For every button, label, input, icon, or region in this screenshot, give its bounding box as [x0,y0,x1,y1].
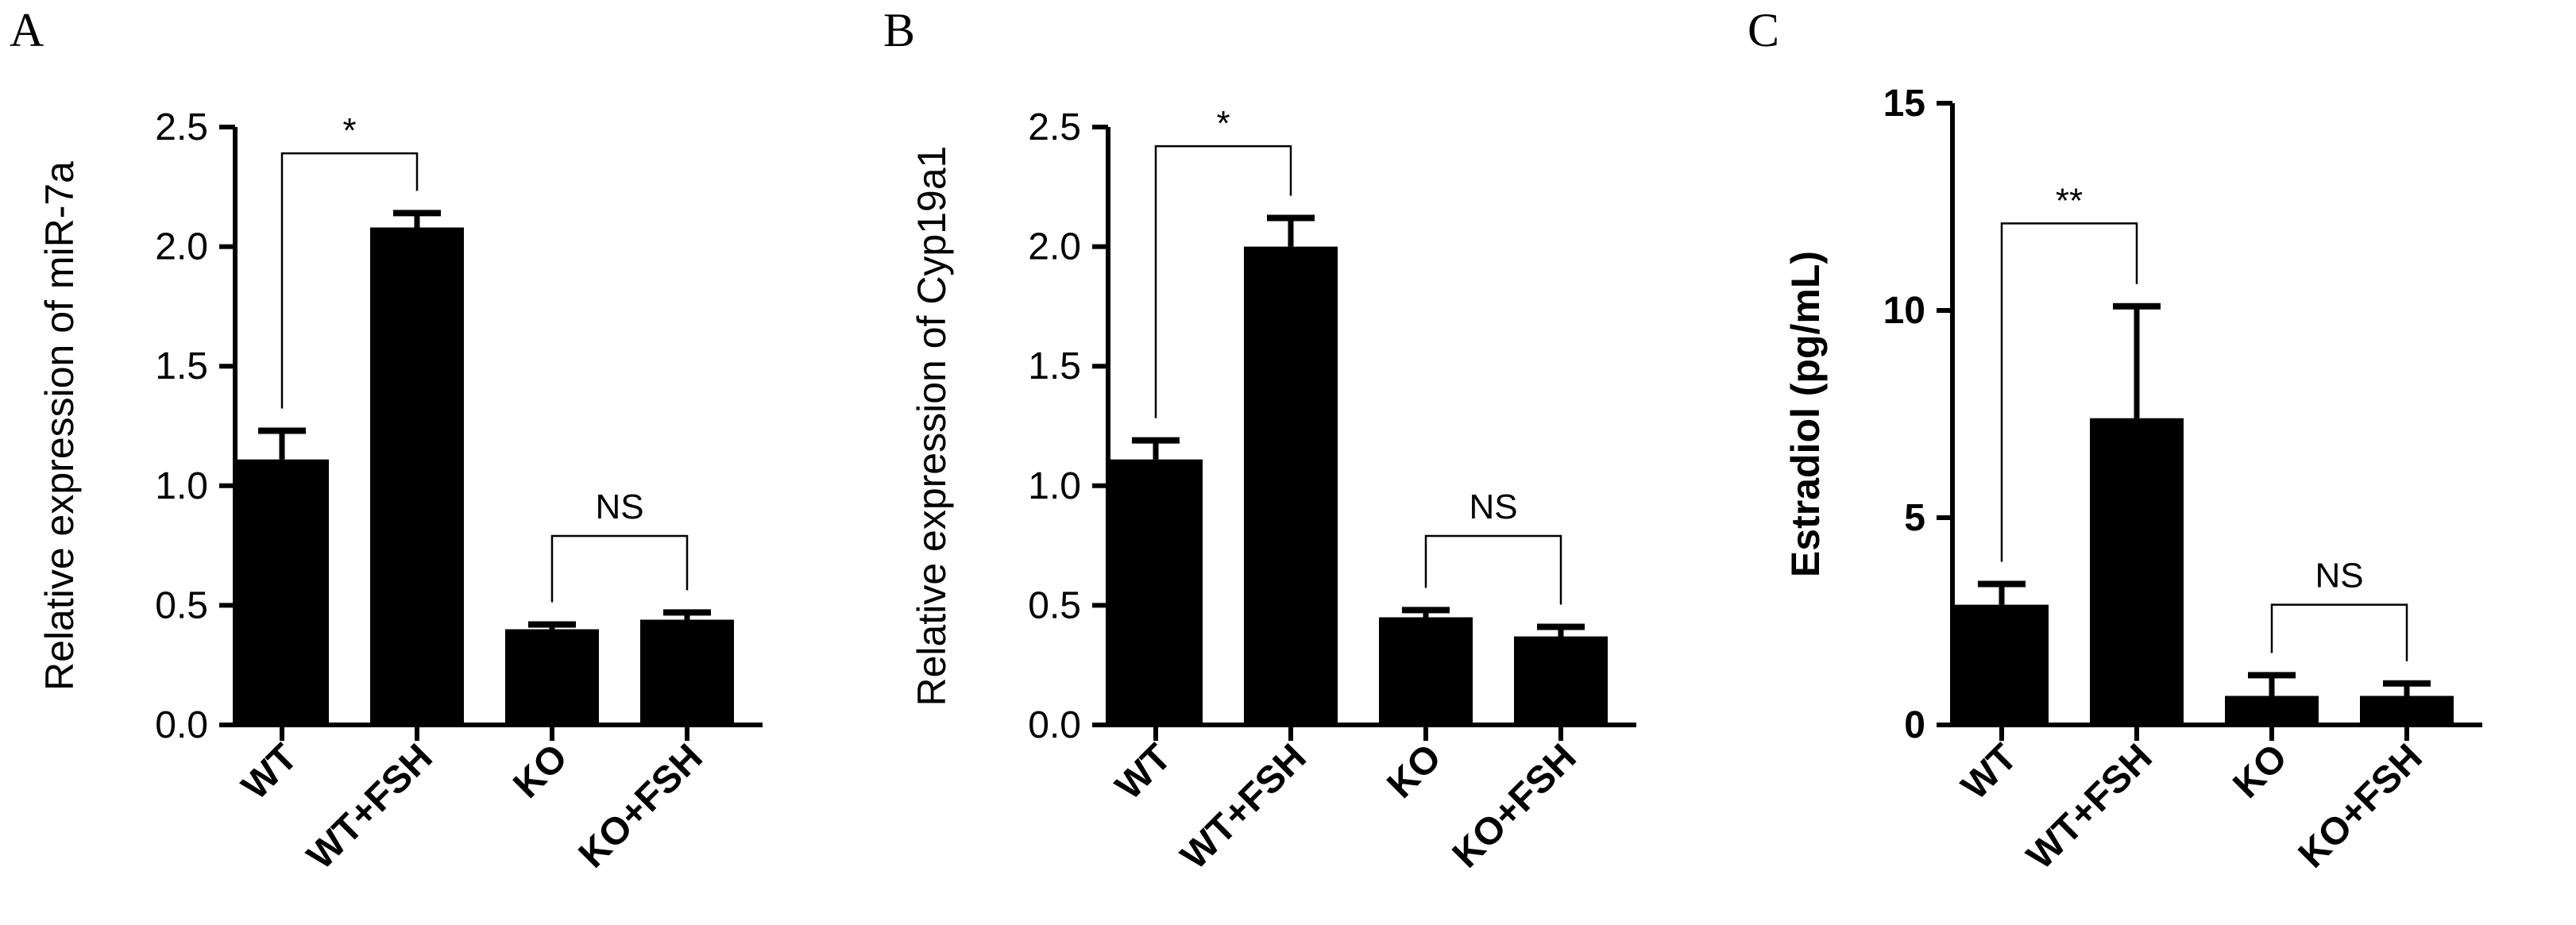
y-tick-label: 1.0 [1028,465,1081,507]
significance-bracket [1154,145,1292,418]
y-axis-label: Estradiol (pg/mL) [1783,251,1828,577]
bar-ko-plus-fsh [640,619,734,725]
bar-wt [235,459,329,725]
y-tick-label: 1.5 [155,345,208,387]
y-axis-label: Relative expression of Cyp19a1 [910,146,954,707]
significance-bracket [2000,222,2138,562]
bar-ko [2225,696,2319,725]
panel-letter: C [1748,4,1779,56]
y-tick-label: 0.0 [1028,704,1081,746]
y-tick-label: 0 [1904,704,1925,746]
significance-label: * [342,111,356,150]
significance-label: ** [2056,181,2083,220]
y-tick-label: 15 [1883,83,1925,125]
chart-panel-b: B 0.0 0.5 1.0 1.5 2.0 2.5 Relative expression o… [883,4,1636,877]
y-tick-label: 2.0 [1028,226,1081,268]
bar-wt-plus-fsh [370,227,464,725]
bar-wt-plus-fsh [2090,418,2184,725]
bar-wt [1109,459,1203,725]
significance-bracket [1424,534,1562,605]
significance-label: * [1216,104,1230,143]
y-tick-label: 2.5 [155,106,208,148]
panels-group: A 0.0 0.5 1.0 1.5 2.0 2.5 Relative expression o… [10,4,2482,877]
significance-bracket [2270,603,2408,661]
significance-bracket [550,534,689,603]
y-axis-label: Relative expression of miR-7a [37,161,82,691]
panel-letter: A [10,4,44,56]
panel-letter: B [883,4,915,56]
bar-ko-plus-fsh [1514,636,1608,725]
y-tick-label: 1.5 [1028,345,1081,387]
significance-label: NS [1469,488,1517,526]
bar-wt [1955,604,2049,725]
y-tick-label: 5 [1904,497,1925,539]
significance-label: NS [595,488,643,526]
y-tick-label: 2.5 [1028,106,1081,148]
y-tick-label: 10 [1883,290,1925,332]
y-tick-label: 0.0 [155,704,208,746]
bar-ko [505,629,599,725]
significance-label: NS [2315,557,2363,595]
y-tick-label: 0.5 [1028,584,1081,626]
y-tick-label: 2.0 [155,226,208,268]
bar-ko [1379,617,1473,725]
significance-bracket [280,152,419,409]
y-tick-label: 1.0 [155,465,208,507]
bar-ko-plus-fsh [2360,696,2454,725]
bar-wt-plus-fsh [1244,246,1338,726]
y-tick-label: 0.5 [155,584,208,626]
